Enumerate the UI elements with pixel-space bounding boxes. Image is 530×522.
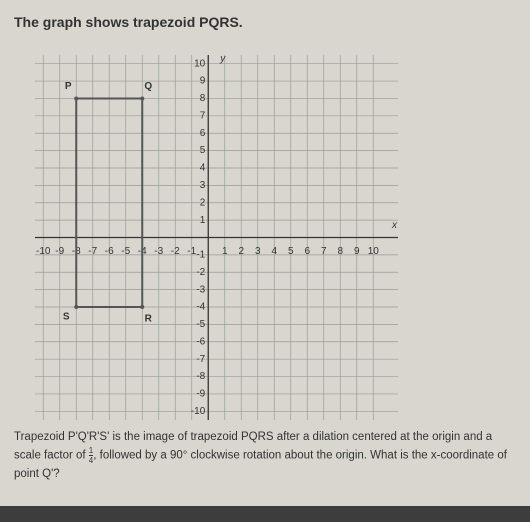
y-tick-label: 7 (200, 110, 206, 121)
y-tick-label: 4 (200, 163, 206, 174)
question-text: Trapezoid P'Q'R'S' is the image of trape… (14, 431, 493, 462)
y-tick-label: -6 (196, 336, 205, 347)
x-tick-label: 5 (288, 246, 294, 257)
numerator: 1 (88, 446, 94, 456)
y-tick-label: 9 (200, 76, 206, 87)
y-tick-label: -2 (196, 267, 205, 278)
vertex-label: R (145, 314, 153, 325)
y-tick-label: -10 (191, 406, 206, 417)
x-tick-label: -1 (187, 246, 196, 257)
y-tick-label: -8 (196, 371, 205, 382)
y-tick-label: 10 (194, 58, 206, 69)
x-axis-label: x (391, 220, 398, 231)
y-tick-label: 6 (200, 128, 206, 139)
y-tick-label: -3 (196, 284, 205, 295)
y-tick-label: 5 (200, 145, 206, 156)
question-text: , followed by a 90° clockwise rotation a… (14, 449, 507, 480)
vertex (74, 305, 79, 310)
y-tick-label: 3 (200, 180, 206, 191)
x-tick-label: -7 (88, 246, 97, 257)
x-tick-label: -9 (55, 246, 64, 257)
y-axis-label: y (219, 54, 226, 65)
vertex (140, 96, 145, 101)
y-tick-label: 8 (200, 93, 206, 104)
x-tick-label: 4 (271, 246, 277, 257)
question: Trapezoid P'Q'R'S' is the image of trape… (14, 428, 519, 483)
vertex (74, 96, 79, 101)
chart: -10 -9 -8 -7 -6 -5 -4 -3 -2 -1 1 2 3 4 5 6 7 8 9 10-10-9-8-… (35, 54, 398, 420)
denominator: 4 (88, 456, 94, 465)
y-tick-label: -5 (196, 319, 205, 330)
x-tick-label: 6 (304, 246, 310, 257)
y-tick-label: -1 (196, 250, 205, 261)
x-tick-label: 10 (368, 246, 380, 257)
vertex-label: S (63, 312, 70, 323)
intro: The graph shows trapezoid PQRS. (14, 14, 243, 30)
x-tick-label: 1 (222, 246, 228, 257)
y-tick-label: -9 (196, 389, 205, 400)
x-tick-label: -6 (105, 246, 114, 257)
x-tick-label: -3 (154, 246, 163, 257)
y-tick-label: 2 (200, 197, 206, 208)
x-tick-label: 7 (321, 246, 327, 257)
x-tick-label: 3 (255, 246, 261, 257)
taskbar (0, 506, 530, 522)
y-tick-label: -4 (196, 302, 205, 313)
x-tick-label: 9 (354, 246, 360, 257)
y-tick-label: -7 (196, 354, 205, 365)
x-tick-label: -10 (36, 246, 51, 257)
x-tick-label: 8 (337, 246, 343, 257)
x-tick-label: 2 (238, 246, 244, 257)
vertex (140, 305, 145, 310)
x-tick-label: -5 (121, 246, 130, 257)
y-tick-label: 1 (200, 215, 206, 226)
vertex-label: P (65, 81, 72, 92)
x-tick-label: -2 (171, 246, 180, 257)
vertex-label: Q (144, 81, 152, 92)
